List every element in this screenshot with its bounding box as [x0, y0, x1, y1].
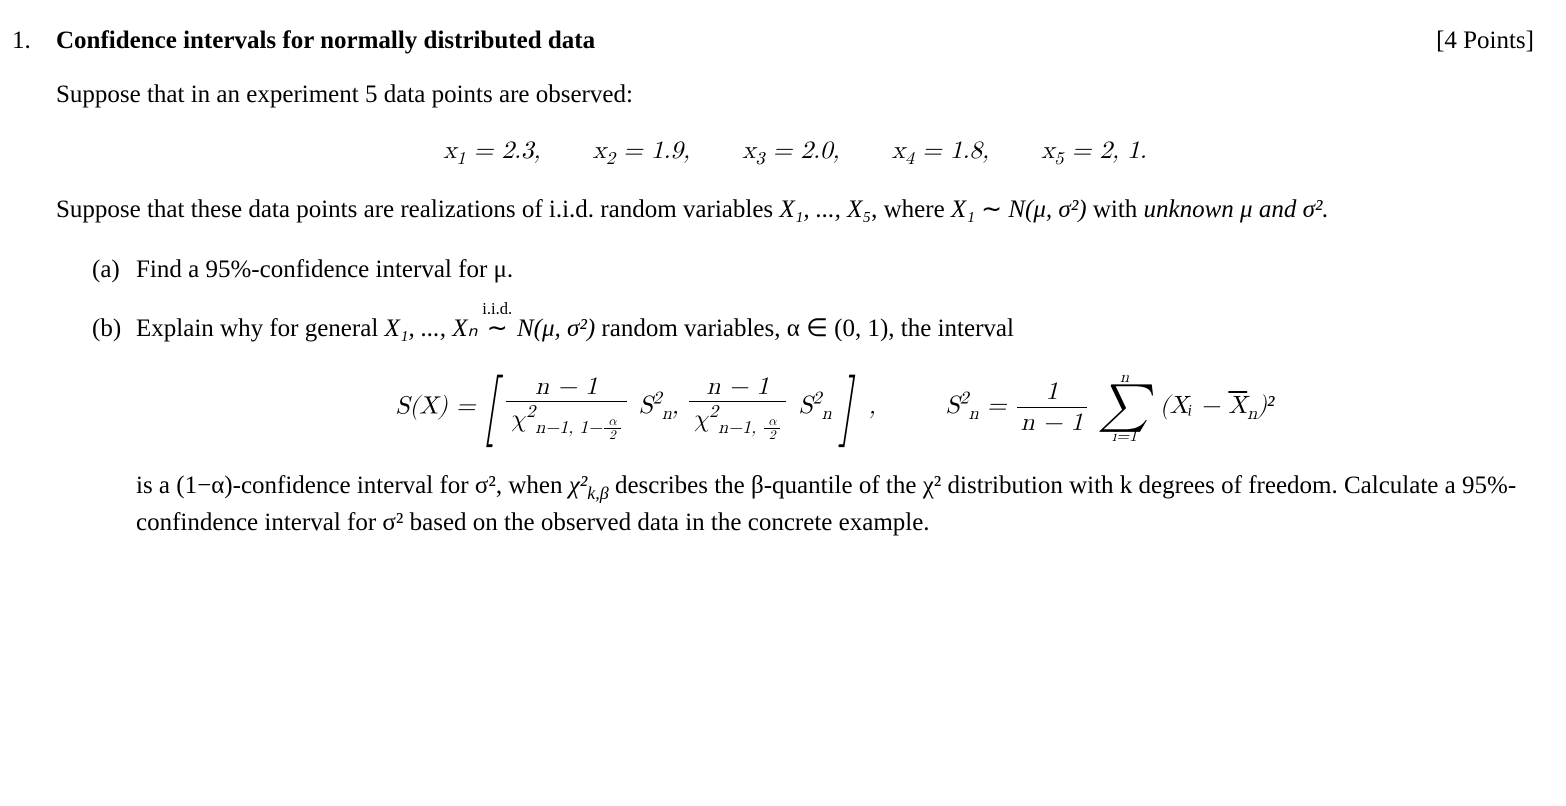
title-row: 1. Confidence intervals for normally dis… — [12, 24, 1534, 58]
part-b-equation: S(X) = [ n − 1 χ2n−1, 1−α2 S2n, n − 1 χ2… — [136, 370, 1534, 445]
suppose-paragraph: Suppose that these data points are reali… — [56, 193, 1534, 227]
problem-body: Suppose that in an experiment 5 data poi… — [56, 78, 1534, 540]
data-points-display: x1 = 2.3, x2 = 1.9, x3 = 2.0, x4 = 1.8, … — [56, 134, 1534, 171]
part-b-line1: Explain why for general X₁, ..., Xₙ i.i.… — [136, 312, 1534, 346]
part-b-label: (b) — [92, 312, 136, 539]
parts-list: (a) Find a 95%-confidence interval for μ… — [92, 253, 1534, 540]
problem-title: Confidence intervals for normally distri… — [56, 24, 595, 58]
part-a-label: (a) — [92, 253, 136, 287]
title-area: Confidence intervals for normally distri… — [56, 24, 1534, 58]
problem-number: 1. — [12, 24, 56, 58]
part-a-body: Find a 95%-confidence interval for μ. — [136, 253, 1534, 287]
points-label: [4 Points] — [1436, 24, 1534, 58]
part-a: (a) Find a 95%-confidence interval for μ… — [92, 253, 1534, 287]
part-b-body: Explain why for general X₁, ..., Xₙ i.i.… — [136, 312, 1534, 539]
intro-text: Suppose that in an experiment 5 data poi… — [56, 78, 1534, 112]
part-b: (b) Explain why for general X₁, ..., Xₙ … — [92, 312, 1534, 539]
page: 1. Confidence intervals for normally dis… — [0, 0, 1566, 806]
part-b-paragraph: is a (1−α)-confidence interval for σ², w… — [136, 469, 1534, 539]
